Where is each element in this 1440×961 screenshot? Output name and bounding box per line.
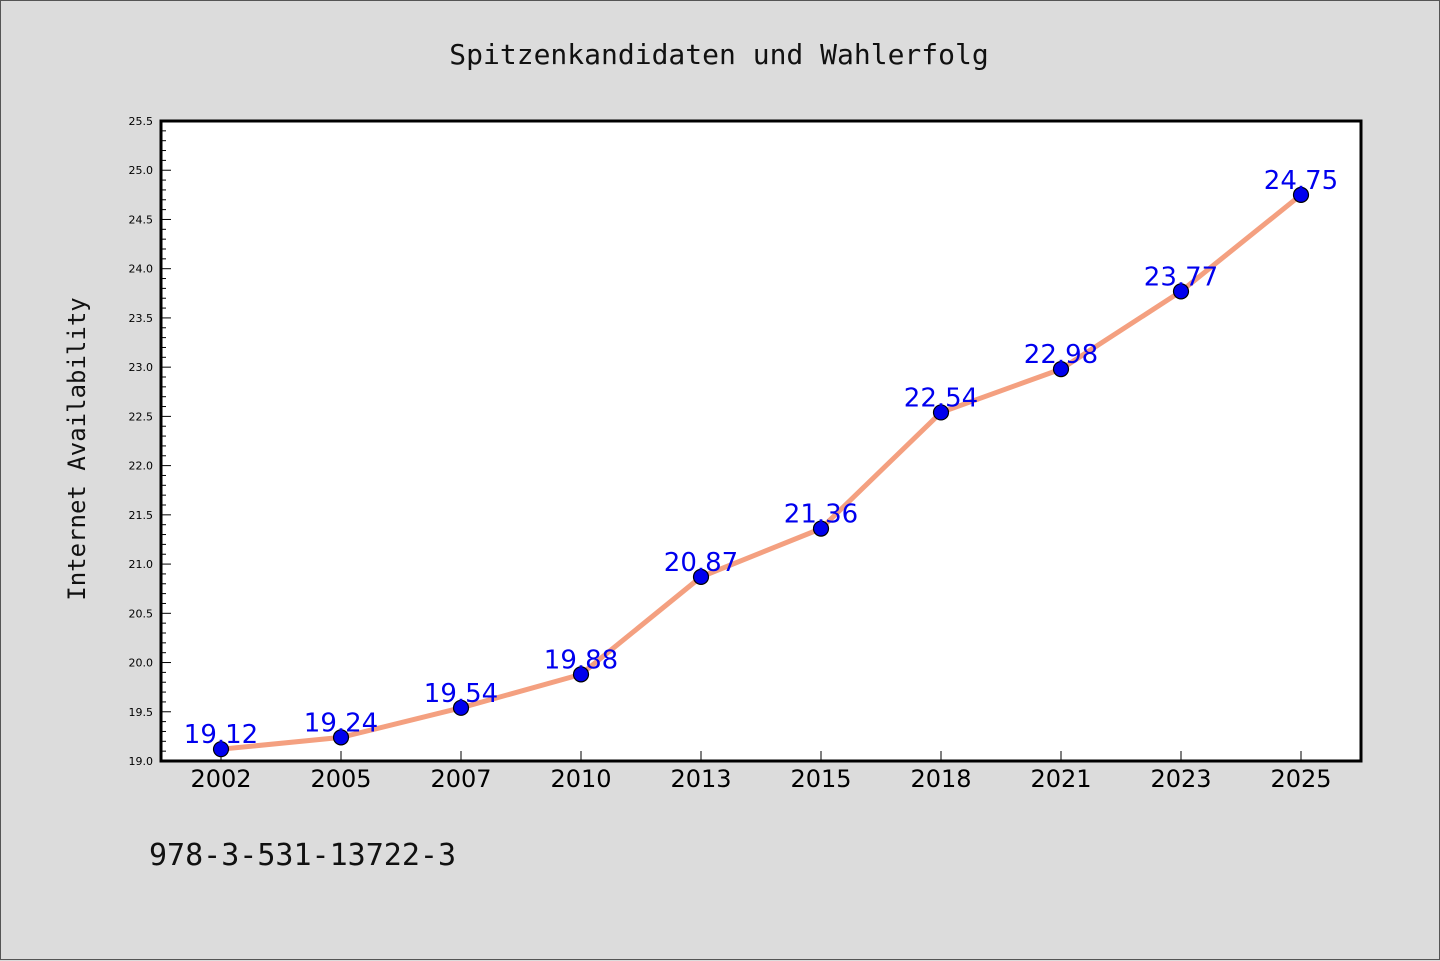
y-axis-label: Internet Availability: [63, 297, 91, 600]
x-tick-label: 2018: [910, 765, 971, 793]
y-tick-label: 25.5: [129, 115, 154, 128]
data-point-marker: [692, 568, 710, 585]
data-point-marker: [1052, 361, 1070, 378]
x-tick-label: 2007: [430, 765, 491, 793]
data-point-marker: [1292, 186, 1310, 203]
data-label: 23.77: [1144, 262, 1218, 292]
data-label: 22.98: [1024, 340, 1098, 370]
plot-frame: [159, 119, 1363, 763]
data-point-marker: [812, 520, 830, 537]
chart-title: Spitzenkandidaten und Wahlerfolg: [449, 38, 988, 71]
y-tick-label: 20.0: [129, 657, 154, 670]
footnote: 978-3-531-13722-3: [149, 838, 456, 873]
x-tick-label: 2002: [190, 765, 251, 793]
data-label: 19.88: [544, 645, 618, 675]
data-point-marker: [932, 404, 950, 421]
data-label: 22.54: [904, 383, 978, 413]
y-tick-label: 21.5: [129, 509, 154, 522]
y-tick-label: 25.0: [129, 164, 154, 177]
y-tick-label: 24.0: [129, 263, 154, 276]
data-point-marker: [1172, 283, 1190, 300]
data-label: 19.12: [184, 720, 258, 750]
y-tick-label: 19.5: [129, 706, 154, 719]
data-point-marker: [212, 741, 230, 758]
x-tick-label: 2005: [310, 765, 371, 793]
x-tick-label: 2023: [1150, 765, 1211, 793]
x-tick-label: 2013: [670, 765, 731, 793]
x-tick-label: 2021: [1030, 765, 1091, 793]
data-label: 19.24: [304, 708, 378, 738]
data-label: 24.75: [1264, 166, 1338, 196]
y-tick-label: 19.0: [129, 755, 154, 768]
data-point-marker: [332, 729, 350, 746]
y-tick-label: 20.5: [129, 607, 154, 620]
data-point-marker: [452, 699, 470, 716]
plot-area: [161, 121, 1361, 761]
x-tick-label: 2010: [550, 765, 611, 793]
chart-marks: 19.0 19.5 20.0 20.5 21.0 21.5 22.0 22.5 23.0 23.5…: [129, 115, 1339, 793]
x-tick-label: 2015: [790, 765, 851, 793]
y-tick-label: 24.5: [129, 213, 154, 226]
data-point-marker: [572, 666, 590, 683]
data-label: 20.87: [664, 548, 738, 578]
data-label: 21.36: [784, 500, 858, 530]
x-tick-label: 2025: [1270, 765, 1331, 793]
y-tick-label: 22.5: [129, 410, 154, 423]
y-tick-label: 23.0: [129, 361, 154, 374]
y-tick-label: 21.0: [129, 558, 154, 571]
data-label: 19.54: [424, 679, 498, 709]
y-tick-label: 23.5: [129, 312, 154, 325]
series-line: [218, 192, 1304, 752]
y-tick-label: 22.0: [129, 460, 154, 473]
